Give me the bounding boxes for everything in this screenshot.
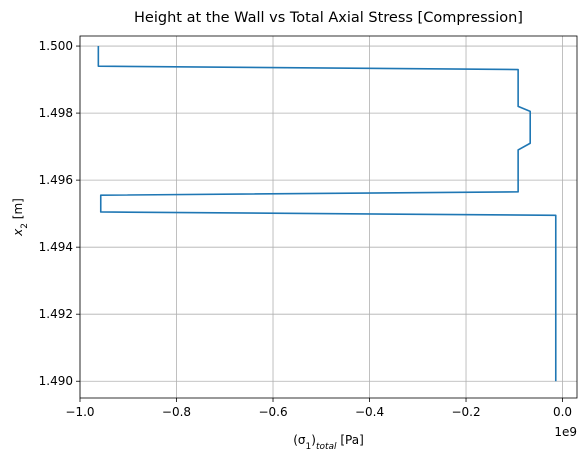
plot-frame	[79, 35, 578, 399]
y-tick-label: 1.500	[39, 39, 73, 53]
grid	[79, 36, 577, 398]
x-tick-label: −0.2	[451, 405, 480, 419]
y-tick-label: 1.496	[39, 173, 73, 187]
x-tick-label: −1.0	[65, 405, 94, 419]
y-tick-label: 1.490	[39, 374, 73, 388]
x-tick-label: −0.6	[258, 405, 287, 419]
y-axis-label: x2 [m]	[11, 198, 30, 237]
series-line	[97, 46, 557, 382]
y-tick-label: 1.492	[39, 307, 73, 321]
x-tick-label: −0.4	[355, 405, 384, 419]
plot-area	[80, 36, 577, 398]
x-tick-label: −0.8	[162, 405, 191, 419]
ticks: −1.0 −0.8 −0.6 −0.4 −0.2 0.0 1.490 1.492 1.494 1.…	[39, 39, 572, 419]
x-axis-offset-label: 1e9	[554, 425, 577, 439]
y-tick-label: 1.498	[39, 106, 73, 120]
y-tick-label: 1.494	[39, 240, 73, 254]
series-layer	[97, 46, 557, 382]
x-axis-label: (σ1)total [Pa]	[293, 433, 364, 452]
chart-title: Height at the Wall vs Total Axial Stress…	[134, 10, 523, 26]
x-tick-label: 0.0	[553, 405, 572, 419]
